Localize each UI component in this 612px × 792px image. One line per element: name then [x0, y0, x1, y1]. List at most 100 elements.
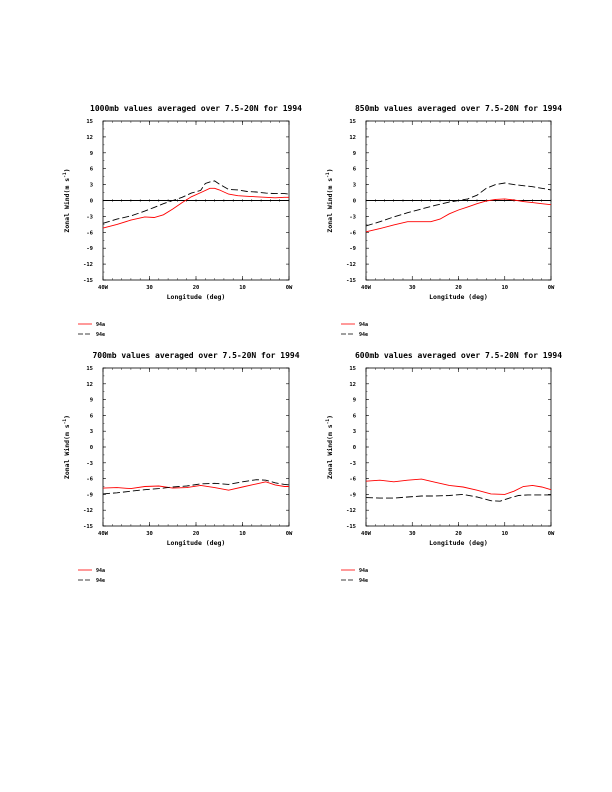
y-tick-label: -6: [86, 230, 93, 236]
x-tick-label: 0W: [548, 531, 555, 537]
x-tick-label: 10: [501, 285, 508, 291]
x-axis-label: Longitude (deg): [167, 539, 226, 547]
y-tick-label: -9: [86, 246, 93, 252]
y-tick-label: -3: [349, 214, 356, 220]
x-tick-label: 40W: [361, 285, 372, 291]
x-tick-label: 10: [239, 531, 246, 537]
y-axis-label: Zonal Wind(m s-1): [325, 415, 334, 479]
x-tick-label: 30: [409, 531, 416, 537]
chart-title: 850mb values averaged over 7.5-20N for 1…: [355, 104, 562, 113]
chart-title: 600mb values averaged over 7.5-20N for 1…: [355, 351, 562, 360]
y-tick-label: 15: [86, 119, 93, 125]
y-tick-label: 9: [90, 398, 93, 404]
chart-panel: 600mb values averaged over 7.5-20N for 1…: [325, 351, 562, 584]
y-tick-label: -12: [346, 508, 356, 514]
y-axis-label-superscript: -1: [62, 419, 68, 425]
y-tick-label: -12: [83, 508, 93, 514]
x-tick-label: 0W: [286, 531, 293, 537]
legend-label: 94a: [96, 568, 105, 574]
y-tick-label: -15: [83, 278, 93, 284]
y-tick-label: 12: [86, 135, 93, 141]
y-tick-label: -9: [349, 246, 356, 252]
y-tick-label: -3: [86, 461, 93, 467]
legend-label: 94a: [359, 322, 368, 328]
y-tick-label: -12: [346, 262, 356, 268]
y-tick-label: 6: [353, 167, 357, 173]
legend-label: 94e: [96, 578, 105, 584]
y-axis-label-superscript: -1: [325, 419, 331, 425]
x-tick-label: 0W: [548, 285, 555, 291]
y-tick-label: 0: [90, 445, 93, 451]
x-tick-label: 40W: [361, 531, 372, 537]
y-tick-label: 12: [349, 382, 356, 388]
series-line-94a: [365, 478, 552, 495]
y-tick-label: 3: [90, 429, 93, 435]
y-axis-label-end: ): [326, 168, 334, 172]
x-tick-label: 20: [455, 285, 462, 291]
series-line-94e: [365, 182, 552, 227]
y-tick-label: -15: [346, 524, 356, 530]
y-axis-label-text: Zonal Wind(m s: [326, 424, 334, 479]
y-tick-label: -15: [83, 524, 93, 530]
y-axis-label: Zonal Wind(m s-1): [62, 168, 71, 232]
series-line-94a: [102, 187, 289, 229]
y-tick-label: -6: [86, 477, 93, 483]
x-axis-label: Longitude (deg): [429, 539, 488, 547]
y-tick-label: -3: [349, 461, 356, 467]
y-tick-label: 3: [353, 183, 356, 189]
y-tick-label: 15: [349, 119, 356, 125]
y-axis-label: Zonal Wind(m s-1): [325, 168, 334, 232]
series-line-94e: [102, 180, 290, 224]
y-tick-label: -3: [86, 214, 93, 220]
legend-label: 94e: [96, 332, 105, 338]
x-tick-label: 30: [409, 285, 416, 291]
legend-label: 94e: [359, 332, 368, 338]
y-tick-label: 12: [86, 382, 93, 388]
x-tick-label: 40W: [98, 285, 109, 291]
chart-title: 700mb values averaged over 7.5-20N for 1…: [92, 351, 299, 360]
y-tick-label: 9: [90, 151, 93, 157]
y-axis-label: Zonal Wind(m s-1): [62, 415, 71, 479]
y-tick-label: 15: [86, 366, 93, 372]
y-axis-label-text: Zonal Wind(m s: [63, 424, 71, 479]
y-axis-label-end: ): [326, 415, 334, 419]
chart-panel: 700mb values averaged over 7.5-20N for 1…: [62, 351, 300, 584]
x-tick-label: 10: [501, 531, 508, 537]
y-tick-label: 9: [353, 398, 356, 404]
x-tick-label: 30: [146, 285, 153, 291]
y-axis-label-end: ): [63, 415, 71, 419]
x-axis-label: Longitude (deg): [429, 293, 488, 301]
y-tick-label: -6: [349, 477, 356, 483]
y-tick-label: 6: [90, 167, 94, 173]
series-line-94a: [102, 481, 289, 491]
y-tick-label: 6: [90, 413, 94, 419]
chart-panel: 1000mb values averaged over 7.5-20N for …: [62, 104, 302, 338]
legend-label: 94e: [359, 578, 368, 584]
y-axis-label-superscript: -1: [62, 172, 68, 178]
plot-frame: [102, 367, 290, 527]
y-axis-label-text: Zonal Wind(m s: [63, 178, 71, 233]
chart-title: 1000mb values averaged over 7.5-20N for …: [90, 104, 302, 113]
y-axis-label-text: Zonal Wind(m s: [326, 178, 334, 233]
y-axis-label-end: ): [63, 168, 71, 172]
y-tick-label: -6: [349, 230, 356, 236]
y-tick-label: -9: [86, 492, 93, 498]
x-tick-label: 40W: [98, 531, 109, 537]
plot-frame: [365, 367, 552, 527]
chart-panel: 850mb values averaged over 7.5-20N for 1…: [325, 104, 562, 338]
y-tick-label: 3: [353, 429, 356, 435]
y-tick-label: 9: [353, 151, 356, 157]
x-axis-label: Longitude (deg): [167, 293, 226, 301]
x-tick-label: 20: [193, 531, 200, 537]
legend-label: 94a: [96, 322, 105, 328]
x-tick-label: 0W: [286, 285, 293, 291]
y-axis-label-superscript: -1: [325, 172, 331, 178]
y-tick-label: 0: [353, 445, 356, 451]
y-tick-label: 15: [349, 366, 356, 372]
x-tick-label: 30: [146, 531, 153, 537]
y-tick-label: 12: [349, 135, 356, 141]
y-tick-label: -12: [83, 262, 93, 268]
y-tick-label: 3: [90, 183, 93, 189]
y-tick-label: -15: [346, 278, 356, 284]
